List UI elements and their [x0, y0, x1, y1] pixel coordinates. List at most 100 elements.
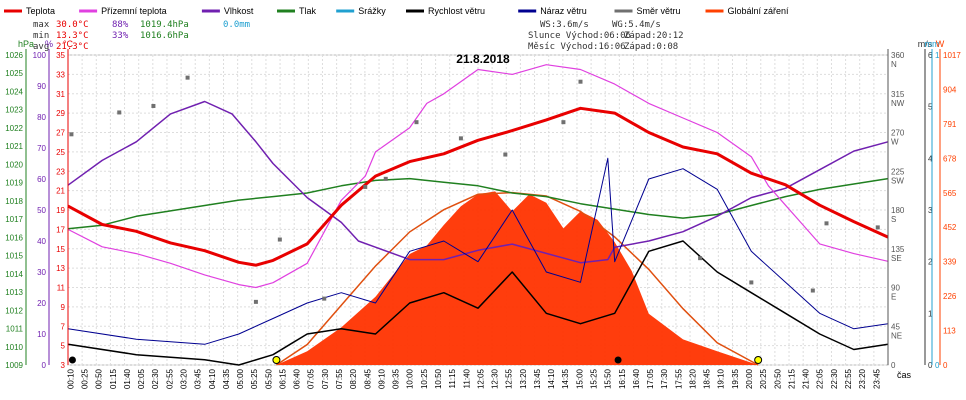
- axis-temp-tick: 11: [57, 284, 66, 293]
- time-axis-label: čas: [897, 370, 912, 380]
- info-wg: WG:5.4m/s: [612, 20, 661, 30]
- sunrise-marker: [272, 356, 281, 364]
- axis-dir-tick: 135: [891, 245, 905, 254]
- axis-hpa-tick: 1019: [5, 179, 23, 188]
- wind-direction-point: [810, 288, 815, 293]
- wind-direction-point: [277, 237, 282, 242]
- axis-temp-tick: 19: [56, 206, 65, 215]
- wind-direction-point: [253, 299, 258, 304]
- axis-w-tick: 1017: [943, 51, 961, 60]
- series-lines: [67, 64, 889, 366]
- x-tick-label: 08:45: [363, 368, 372, 389]
- x-tick-label: 21:40: [802, 368, 811, 389]
- axis-hpa-tick: 1015: [5, 252, 23, 261]
- axis-dir-tick-dir: E: [891, 293, 896, 302]
- x-tick-label: 05:25: [250, 368, 259, 389]
- axis-hpa-tick: 1011: [6, 325, 24, 334]
- x-tick-label: 20:00: [745, 368, 754, 389]
- wind-direction-point: [363, 184, 368, 189]
- axis-w-tick: 678: [943, 154, 957, 163]
- wind-direction-point: [383, 176, 388, 181]
- axis-ms-tick: 4: [928, 154, 933, 163]
- x-tick-label: 18:20: [688, 368, 697, 389]
- axis-dir-tick: 315: [891, 90, 905, 99]
- x-tick-label: 15:25: [590, 368, 599, 389]
- temperature-line: [67, 106, 889, 267]
- stat-max-hum: 88%: [112, 20, 129, 30]
- x-tick-label: 22:05: [816, 368, 825, 389]
- axis-hpa-tick: 1020: [5, 160, 23, 169]
- axis-dir-tick: 270: [891, 129, 905, 138]
- x-tick-label: 22:30: [830, 368, 839, 389]
- x-tick-label: 10:00: [406, 368, 415, 389]
- wind-direction-point: [117, 110, 122, 115]
- axis-pct-tick: 10: [37, 330, 46, 339]
- wind-direction-point: [698, 256, 703, 261]
- axis-pct-tick: 90: [37, 82, 46, 91]
- wind-direction-point: [875, 225, 880, 230]
- legend-label-7: Směr větru: [637, 6, 681, 16]
- x-tick-label: 02:30: [151, 368, 160, 389]
- stat-min-temp: 13.3°C: [56, 31, 89, 41]
- stat-avg-label: avg: [33, 42, 49, 52]
- axis-temp-tick: 33: [56, 70, 65, 79]
- axis-hpa-tick: 1025: [5, 69, 23, 78]
- x-tick-label: 11:40: [462, 368, 471, 388]
- axis-hpa-tick: 1014: [5, 270, 23, 279]
- x-tick-label: 18:45: [703, 368, 712, 389]
- axis-w-tick: 0: [943, 361, 948, 370]
- stat-max-rain: 0.0mm: [223, 20, 250, 30]
- axis-pct-tick: 100: [33, 51, 47, 60]
- chart-axes: hPa1009101010111012101310141015101610171…: [5, 39, 961, 370]
- axis-pct-tick: 20: [37, 299, 46, 308]
- x-tick-label: 16:15: [618, 368, 627, 389]
- x-tick-label: 05:00: [236, 368, 245, 389]
- axis-pct-tick: 60: [37, 175, 46, 184]
- x-tick-label: 19:35: [731, 368, 740, 389]
- x-tick-label: 06:15: [278, 368, 287, 389]
- wind-speed-line: [67, 240, 889, 366]
- axis-hpa-tick: 1010: [5, 343, 23, 352]
- axis-mm-tick: 0: [935, 361, 940, 370]
- stat-avg-temp: 21.3°C: [56, 42, 89, 52]
- legend-label-6: Náraz větru: [540, 6, 587, 16]
- axis-hpa-tick: 1016: [5, 233, 23, 242]
- x-tick-label: 04:10: [208, 368, 217, 389]
- x-tick-label: 06:40: [293, 368, 302, 389]
- x-tick-label: 02:05: [137, 368, 146, 389]
- axis-temp-tick: 31: [56, 90, 65, 99]
- axis-w-tick: 565: [943, 189, 957, 198]
- ground-temp-line: [67, 64, 889, 289]
- wind-direction-point: [414, 120, 419, 125]
- x-tick-label: 17:05: [646, 368, 655, 389]
- x-tick-label: 07:30: [321, 368, 330, 389]
- axis-temp-tick: 35: [56, 51, 65, 60]
- axis-temp-tick: 21: [56, 187, 65, 196]
- x-tick-label: 03:45: [194, 368, 203, 389]
- axis-hpa-tick: 1017: [5, 215, 23, 224]
- axis-temp-tick: 5: [61, 342, 66, 351]
- axis-ms-tick: 5: [928, 103, 933, 112]
- humidity-line: [67, 100, 889, 264]
- axis-pct-tick: 50: [37, 206, 46, 215]
- wind-gust-line: [67, 157, 889, 345]
- x-tick-label: 00:50: [95, 368, 104, 389]
- axis-dir-tick-dir: NE: [891, 331, 902, 340]
- axis-dir-tick-dir: NW: [891, 99, 905, 108]
- axis-temp-unit: °C: [63, 39, 74, 49]
- stat-min-press: 1016.6hPa: [140, 31, 189, 41]
- axis-temp-tick: 9: [61, 303, 66, 312]
- axis-temp-tick: 27: [56, 129, 65, 138]
- wind-direction-marks: [69, 75, 880, 304]
- x-tick-label: 10:25: [420, 368, 429, 389]
- x-tick-label: 12:05: [476, 368, 485, 389]
- axis-ms-tick: 3: [928, 206, 933, 215]
- x-tick-label: 14:35: [561, 368, 570, 389]
- axis-temp-tick: 15: [56, 245, 65, 254]
- legend-label-5: Rychlost větru: [428, 6, 485, 16]
- x-tick-label: 00:25: [81, 368, 90, 389]
- info-mesic: Měsíc Východ:16:06: [528, 42, 626, 52]
- wind-direction-point: [503, 152, 508, 157]
- axis-dir-tick-dir: S: [891, 215, 896, 224]
